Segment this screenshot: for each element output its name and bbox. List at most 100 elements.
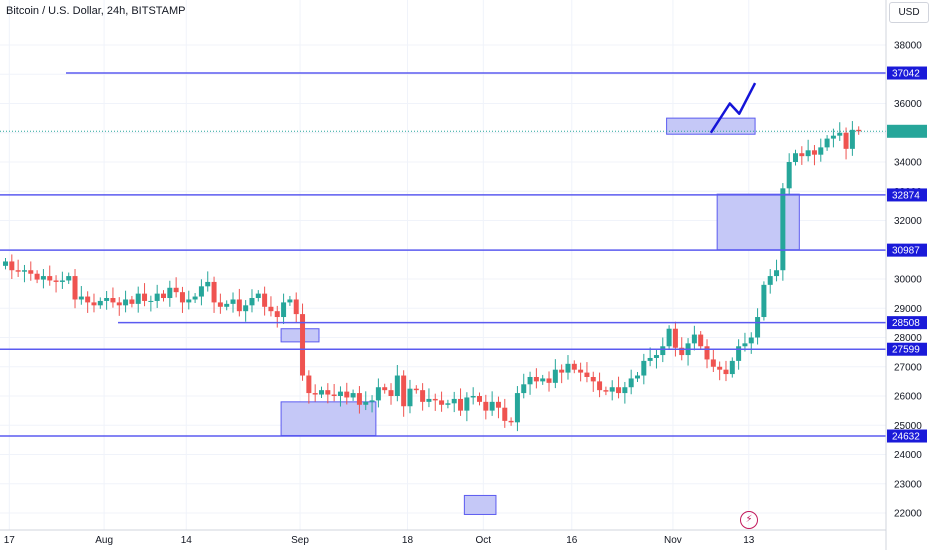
x-tick-label: Aug [95, 535, 113, 546]
zone-rectangle [280, 328, 320, 343]
candle-body [306, 375, 312, 394]
candle-body [154, 293, 160, 301]
candle-body [337, 391, 343, 396]
level-price-badge-label: 32874 [892, 190, 920, 201]
x-tick-label: Nov [664, 535, 682, 546]
candle-body [413, 388, 419, 391]
y-tick-label: 25000 [894, 421, 922, 432]
level-price-badge-label: 30987 [892, 246, 920, 257]
candle-body [407, 388, 413, 407]
candle-body [458, 398, 464, 411]
candle-body [439, 400, 445, 405]
candle-body [217, 302, 223, 307]
candle-body [843, 132, 849, 149]
x-tick-label: 14 [181, 535, 193, 546]
candle-body [571, 363, 577, 370]
candle-body [53, 280, 59, 282]
candle-body [578, 369, 584, 373]
level-price-badge-label: 37042 [892, 69, 920, 80]
candle-body [540, 378, 546, 382]
x-tick-label: Sep [291, 535, 309, 546]
candle-body [224, 303, 230, 307]
candle-body [584, 372, 590, 377]
candle-body [104, 298, 110, 301]
candle-body [186, 299, 192, 303]
currency-button[interactable]: USD [889, 2, 929, 23]
candle-body [331, 394, 337, 396]
candle-body [464, 397, 470, 411]
candles [3, 121, 862, 432]
candle-body [28, 270, 34, 274]
x-tick-label: 16 [566, 535, 578, 546]
candle-body [287, 299, 293, 303]
y-tick-label: 38000 [894, 41, 922, 52]
candle-body [603, 390, 609, 392]
candle-body [426, 398, 432, 402]
candle-body [179, 292, 185, 303]
candle-body [230, 299, 236, 304]
y-tick-label: 23000 [894, 479, 922, 490]
y-tick-label: 30000 [894, 275, 922, 286]
candle-body [432, 398, 438, 401]
x-tick-label: Oct [476, 535, 492, 546]
candle-body [161, 293, 166, 299]
candle-body [91, 302, 97, 306]
candle-body [451, 398, 457, 404]
x-tick-label: 17 [4, 535, 16, 546]
candle-body [47, 276, 53, 281]
candle-body [198, 286, 204, 297]
candle-body [97, 300, 103, 306]
candle-body [78, 296, 84, 300]
level-price-badge [887, 429, 927, 443]
candle-body [704, 346, 710, 360]
candle-body [691, 334, 697, 344]
candle-body [552, 369, 558, 383]
candle-body [780, 188, 786, 271]
zone-rectangle [716, 193, 800, 251]
candle-body [736, 346, 742, 361]
candle-body [805, 150, 811, 157]
level-price-badge-label: 24632 [892, 432, 920, 443]
candle-body [401, 375, 407, 407]
candle-body [255, 293, 261, 299]
candle-body [123, 299, 129, 306]
candle-body [622, 387, 628, 394]
y-tick-label: 24000 [894, 450, 922, 461]
candle-body [300, 314, 306, 376]
candle-body [748, 337, 754, 344]
candle-body [477, 396, 482, 402]
candle-body [527, 376, 533, 385]
candle-body [420, 390, 426, 402]
candle-body [268, 306, 274, 312]
candle-body [148, 300, 154, 302]
candle-body [609, 387, 615, 392]
candle-body [641, 360, 647, 376]
candle-body [698, 334, 704, 347]
candle-body [679, 347, 685, 356]
candle-body [445, 403, 451, 405]
candle-body [375, 387, 381, 401]
candle-body [849, 129, 855, 149]
candle-body [590, 376, 596, 382]
x-tick-label: 13 [743, 535, 755, 546]
y-tick-label: 34000 [894, 158, 922, 169]
zone-rectangle [280, 401, 377, 436]
candle-body [356, 393, 362, 405]
candle-body [597, 381, 603, 391]
y-tick-label: 22000 [894, 509, 922, 520]
candle-body [85, 296, 91, 303]
candle-body [616, 387, 622, 394]
lightning-bolt-icon[interactable]: ⚡ [740, 511, 758, 529]
candle-body [394, 375, 400, 396]
candle-body [173, 287, 179, 293]
candle-body [167, 287, 173, 299]
candle-body [72, 276, 78, 300]
candle-body [312, 393, 318, 395]
level-price-badge-label: 27599 [892, 345, 920, 356]
candle-body [470, 396, 476, 398]
candle-body [3, 261, 8, 266]
candle-body [59, 280, 65, 282]
candle-body [325, 390, 331, 395]
y-tick-label: 28000 [894, 333, 922, 344]
